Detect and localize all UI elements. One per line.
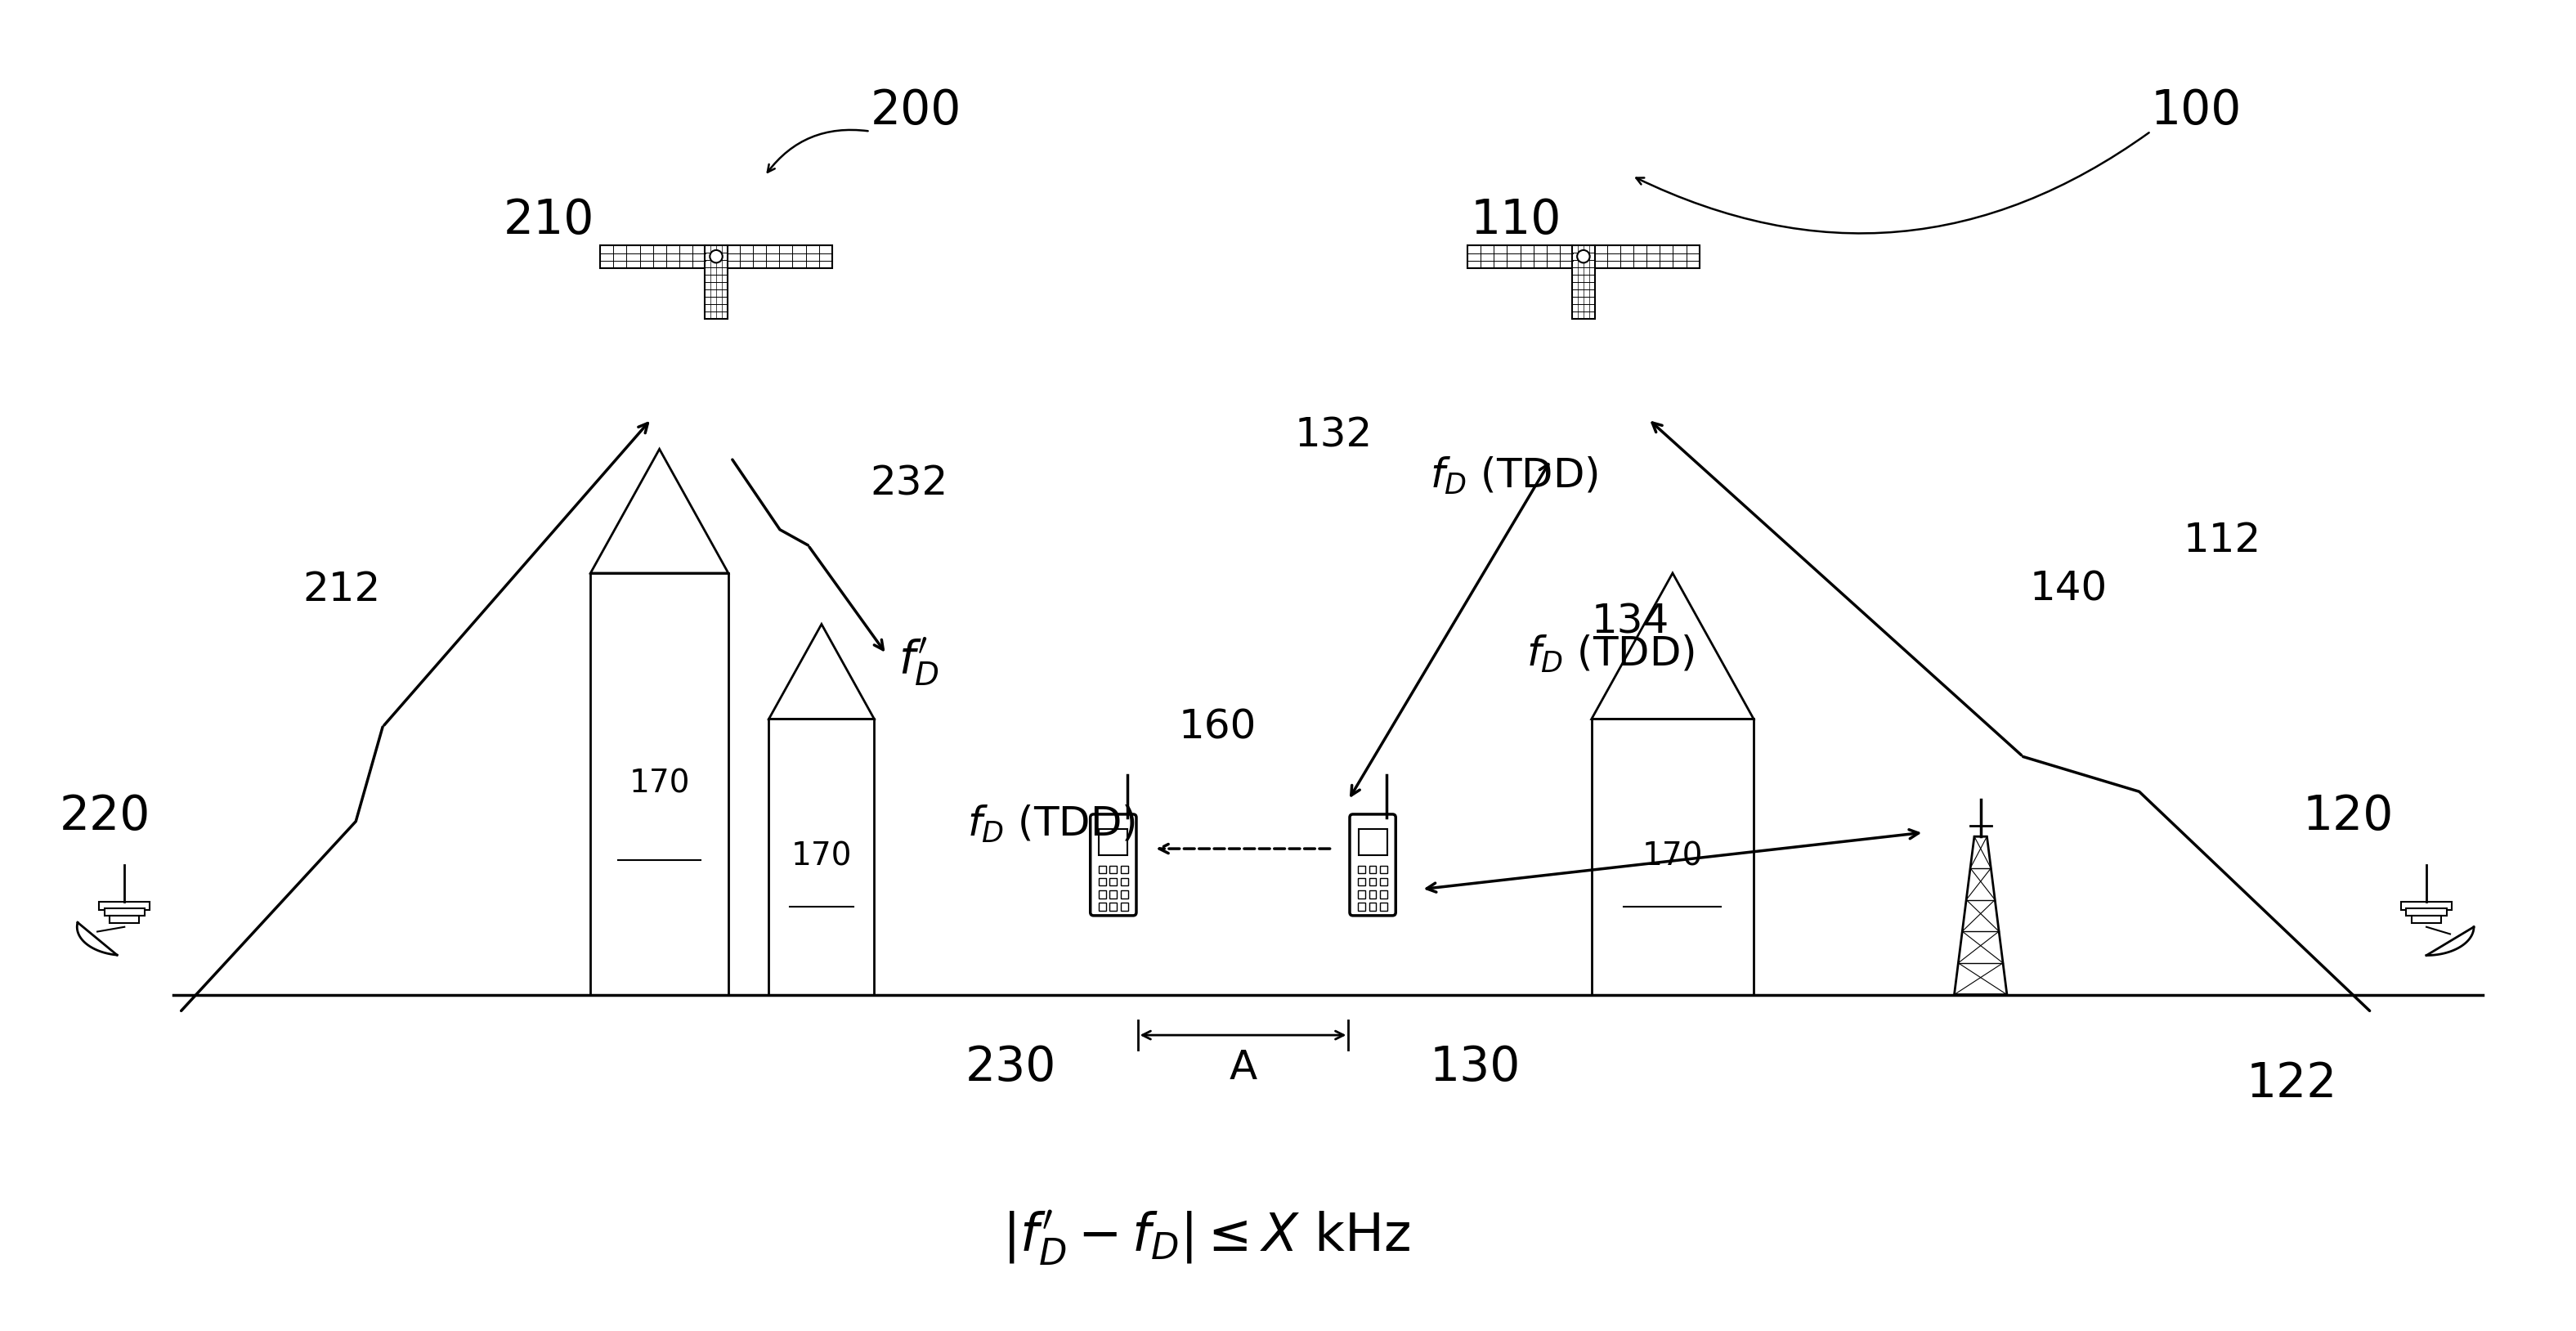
Text: 170: 170 [791, 841, 853, 872]
FancyBboxPatch shape [706, 245, 729, 319]
Text: 122: 122 [2246, 1061, 2336, 1107]
FancyBboxPatch shape [1468, 245, 1574, 269]
FancyBboxPatch shape [726, 245, 832, 269]
Text: 232: 232 [871, 465, 948, 503]
FancyBboxPatch shape [1100, 878, 1105, 885]
FancyBboxPatch shape [1358, 902, 1365, 910]
Text: 140: 140 [2030, 570, 2107, 608]
FancyBboxPatch shape [1358, 890, 1365, 898]
FancyBboxPatch shape [1350, 815, 1396, 916]
Text: $f_D$ (TDD): $f_D$ (TDD) [1528, 634, 1695, 675]
Polygon shape [768, 624, 873, 719]
Text: 170: 170 [1641, 841, 1703, 872]
Text: 170: 170 [629, 768, 690, 800]
Text: 110: 110 [1471, 197, 1561, 244]
Text: $f_D$ (TDD): $f_D$ (TDD) [969, 804, 1136, 845]
FancyBboxPatch shape [2411, 916, 2442, 924]
Text: 230: 230 [966, 1045, 1056, 1091]
Text: 112: 112 [2184, 520, 2262, 560]
FancyBboxPatch shape [1110, 866, 1118, 873]
Text: 160: 160 [1177, 708, 1257, 747]
FancyBboxPatch shape [1381, 890, 1388, 898]
FancyBboxPatch shape [1110, 890, 1118, 898]
FancyBboxPatch shape [1370, 902, 1376, 910]
Circle shape [711, 250, 721, 262]
Text: $|f_D' - f_D| \leq X$ kHz: $|f_D' - f_D| \leq X$ kHz [1002, 1209, 1412, 1267]
Text: $f_D$ (TDD): $f_D$ (TDD) [1430, 455, 1597, 496]
Text: 130: 130 [1430, 1045, 1520, 1091]
FancyBboxPatch shape [1121, 866, 1128, 873]
Text: 134: 134 [1592, 602, 1669, 642]
FancyBboxPatch shape [1358, 866, 1365, 873]
FancyBboxPatch shape [1110, 902, 1118, 910]
FancyBboxPatch shape [1381, 866, 1388, 873]
FancyBboxPatch shape [1358, 878, 1365, 885]
FancyBboxPatch shape [768, 719, 873, 994]
FancyBboxPatch shape [1100, 866, 1105, 873]
Text: 220: 220 [59, 793, 149, 840]
FancyBboxPatch shape [1100, 890, 1105, 898]
Circle shape [1577, 250, 1589, 262]
FancyBboxPatch shape [1381, 902, 1388, 910]
FancyBboxPatch shape [1090, 815, 1136, 916]
Text: 100: 100 [2151, 88, 2241, 134]
FancyBboxPatch shape [2401, 901, 2452, 910]
FancyBboxPatch shape [1370, 890, 1376, 898]
FancyBboxPatch shape [111, 916, 139, 924]
Polygon shape [1592, 574, 1754, 719]
Text: 210: 210 [502, 197, 595, 244]
Text: 200: 200 [871, 88, 961, 134]
FancyBboxPatch shape [1381, 878, 1388, 885]
FancyBboxPatch shape [1592, 719, 1754, 994]
FancyBboxPatch shape [2406, 909, 2447, 916]
FancyBboxPatch shape [1121, 890, 1128, 898]
FancyBboxPatch shape [1121, 878, 1128, 885]
Polygon shape [590, 449, 729, 574]
Text: 132: 132 [1296, 415, 1373, 455]
Polygon shape [1955, 837, 2007, 994]
FancyBboxPatch shape [1100, 902, 1105, 910]
Text: $f_D'$: $f_D'$ [899, 636, 940, 688]
FancyBboxPatch shape [1121, 902, 1128, 910]
FancyBboxPatch shape [98, 901, 149, 910]
FancyBboxPatch shape [1370, 878, 1376, 885]
FancyBboxPatch shape [1571, 245, 1595, 319]
FancyBboxPatch shape [1100, 829, 1128, 856]
Text: 120: 120 [2303, 793, 2393, 840]
FancyBboxPatch shape [590, 574, 729, 994]
FancyBboxPatch shape [1110, 878, 1118, 885]
FancyBboxPatch shape [106, 909, 144, 916]
FancyBboxPatch shape [1370, 866, 1376, 873]
Text: A: A [1229, 1047, 1257, 1087]
FancyBboxPatch shape [1358, 829, 1386, 856]
FancyBboxPatch shape [1595, 245, 1700, 269]
FancyBboxPatch shape [600, 245, 706, 269]
Text: 212: 212 [304, 570, 381, 608]
